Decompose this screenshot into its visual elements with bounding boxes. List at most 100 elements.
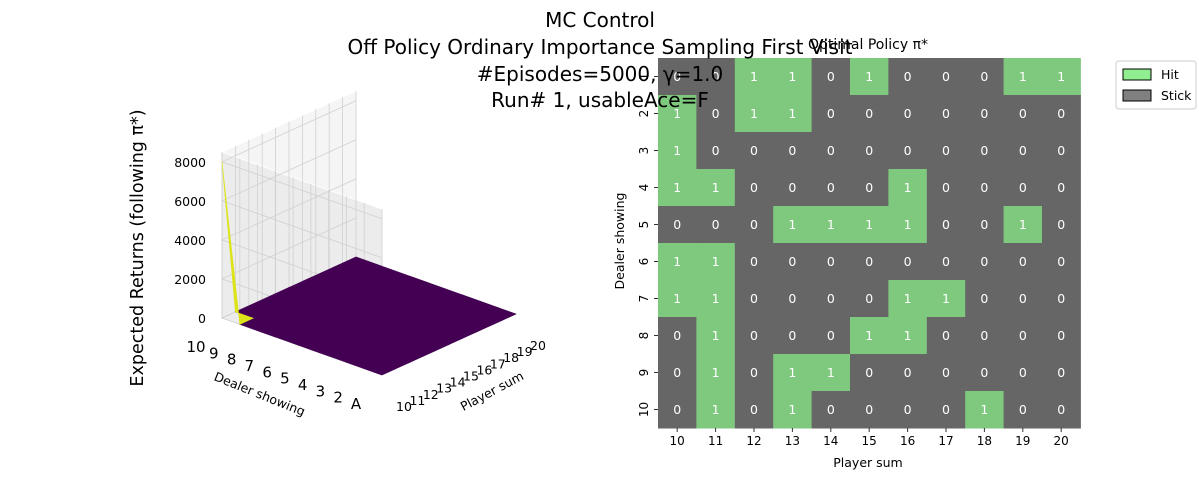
heatmap-cell-label: 0 [1019,328,1027,343]
heatmap-cell-label: 1 [712,402,720,417]
y-tick-label: 3 [637,147,651,155]
heatmap-cell [773,206,813,244]
heatmap-cell-label: 0 [750,180,758,195]
heatmap-cell-label: 1 [712,291,720,306]
x-tick-label: 20 [1054,434,1069,448]
heatmap-cell-label: 0 [904,254,912,269]
heatmap-cell-label: 0 [750,291,758,306]
surface-plot-3d: 1011121314151617181920A23456789100200040… [128,90,546,419]
heatmap-cell [1042,95,1081,133]
heatmap-cell-label: 1 [712,254,720,269]
heatmap-cell-label: 0 [1057,106,1065,121]
z-tick-label: 6000 [174,194,206,209]
heatmap-cell-label: 1 [904,217,912,232]
heatmap-cell [658,95,697,133]
heatmap-cell-label: 0 [673,217,681,232]
heatmap-cell [811,354,851,392]
heatmap-cell-label: 0 [673,328,681,343]
heatmap-cell-label: 0 [942,143,950,158]
heatmap-cell [811,243,851,281]
heatmap-cell [965,354,1005,392]
surface-mesh [221,161,517,376]
heatmap-cell-label: 0 [788,328,796,343]
heatmap-cell [965,391,1005,429]
heatmap-cell-label: 1 [865,69,873,84]
heatmap-cell [926,206,966,244]
heatmap-cell-label: 0 [904,365,912,380]
heatmap-cell [850,391,889,429]
heatmap-cell-label: 0 [980,69,988,84]
heatmap-cell [696,354,736,392]
heatmap-cell [850,354,889,392]
legend-label-stick: Stick [1161,88,1192,103]
heatmap-cell-label: 0 [865,180,873,195]
x-tick-label: 19 [1015,434,1030,448]
heatmap-cell-label: 1 [673,143,681,158]
heatmap-cell-label: 1 [788,69,796,84]
heatmap-cell [658,391,697,429]
heatmap-cell [1042,58,1081,96]
y-tick-label: 4 [298,376,308,394]
x-tick-label: 17 [490,356,506,371]
heatmap-cell-label: 1 [1019,217,1027,232]
heatmap-cell-label: 1 [750,69,758,84]
heatmap-cell-label: 0 [942,365,950,380]
z-tick-label: 8000 [174,155,206,170]
y-tick-label: 6 [262,363,272,381]
heatmap-cell [926,58,966,96]
heatmap-cell-label: 0 [750,402,758,417]
figure-suptitle: MC Control Off Policy Ordinary Importanc… [348,8,853,112]
heatmap-cell-label: 0 [942,180,950,195]
heatmap-cell-label: 0 [1019,402,1027,417]
heatmap-cell [773,169,813,207]
heatmap-cell-label: 1 [865,217,873,232]
heatmap-cell [926,280,966,318]
heatmap-cell [888,169,928,207]
heatmap-cell [965,132,1005,170]
heatmap-cell [1003,58,1043,96]
x-tick-label: 11 [708,434,723,448]
heatmap-cell-label: 1 [942,291,950,306]
heatmap-cell [926,391,966,429]
heatmap-cell [773,391,813,429]
heatmap-cell-label: 0 [865,143,873,158]
x-tick-label: 15 [862,434,877,448]
heatmap-cell-label: 0 [1019,106,1027,121]
heatmap-cell [696,317,736,355]
heatmap-cell [965,280,1005,318]
heatmap-cell-label: 0 [673,365,681,380]
heatmap-cell-label: 1 [865,328,873,343]
heatmap-cell [850,132,889,170]
y-tick-label: 5 [280,370,290,388]
x-tick-label: 12 [423,387,439,402]
heatmap-cell [888,317,928,355]
heatmap-cell [1042,206,1081,244]
y-tick-label: 8 [227,351,237,369]
heatmap-cell-label: 1 [673,254,681,269]
heatmap-cell-label: 0 [827,180,835,195]
heatmap-cell [734,95,774,133]
heatmap-cell-label: 0 [980,217,988,232]
heatmap-cell-label: 0 [865,291,873,306]
heatmap-cell [658,169,697,207]
legend-swatch-stick [1122,89,1152,102]
heatmap-cell [658,132,697,170]
heatmap-cell [888,132,928,170]
x-tick-label: 11 [409,393,425,408]
heatmap-cell [965,317,1005,355]
heatmap-cell-label: 0 [788,291,796,306]
heatmap-cell-label: 1 [788,402,796,417]
heatmap-cell-label: 0 [827,106,835,121]
heatmap-cell-label: 0 [980,106,988,121]
heatmap-cell-label: 0 [1057,328,1065,343]
x-tick-label: 14 [823,434,838,448]
heatmap-cell [1042,317,1081,355]
heatmap-cell-label: 0 [942,106,950,121]
x-tick-label: 10 [670,434,685,448]
heatmap-cell [850,206,889,244]
heatmap-cell [811,280,851,318]
heatmap-cell [734,132,774,170]
x-tick-label: 19 [517,344,533,359]
y-tick-label: 5 [637,221,651,229]
